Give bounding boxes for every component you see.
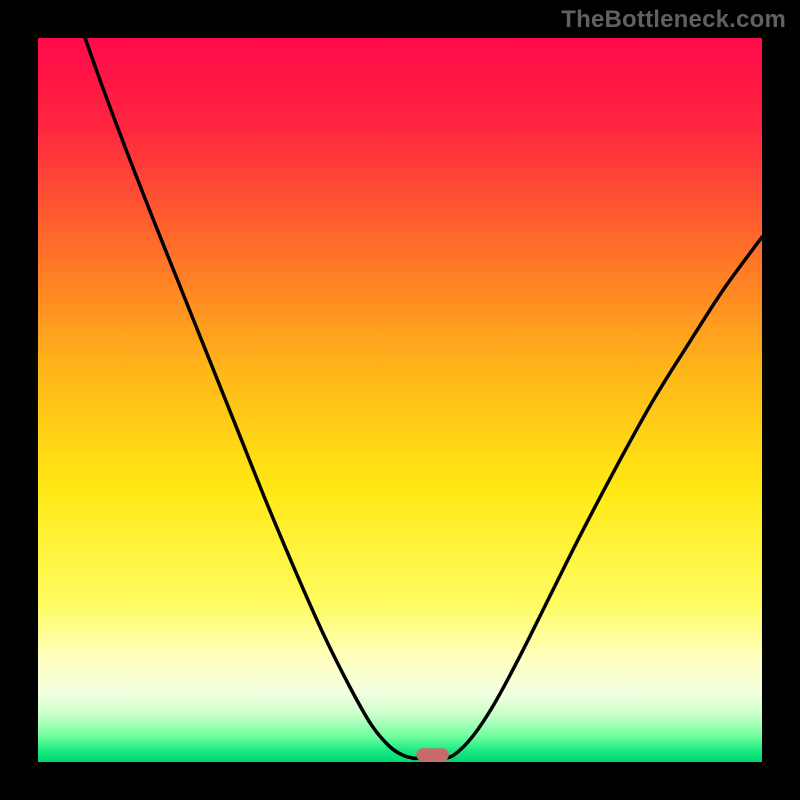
chart-svg	[38, 38, 762, 762]
stage: TheBottleneck.com	[0, 0, 800, 800]
plot-area	[38, 38, 762, 762]
optimal-point-marker	[416, 748, 449, 761]
watermark-text: TheBottleneck.com	[561, 6, 786, 34]
